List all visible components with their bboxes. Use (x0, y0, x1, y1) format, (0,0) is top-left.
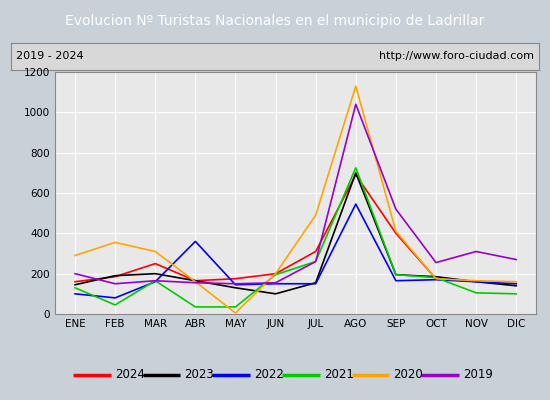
Text: 2022: 2022 (254, 368, 284, 382)
Text: 2019: 2019 (463, 368, 493, 382)
Text: http://www.foro-ciudad.com: http://www.foro-ciudad.com (379, 51, 534, 61)
Text: 2021: 2021 (324, 368, 354, 382)
Text: Evolucion Nº Turistas Nacionales en el municipio de Ladrillar: Evolucion Nº Turistas Nacionales en el m… (65, 14, 485, 28)
Text: 2020: 2020 (393, 368, 423, 382)
Text: 2024: 2024 (115, 368, 145, 382)
Text: 2023: 2023 (184, 368, 214, 382)
Text: 2019 - 2024: 2019 - 2024 (16, 51, 84, 61)
